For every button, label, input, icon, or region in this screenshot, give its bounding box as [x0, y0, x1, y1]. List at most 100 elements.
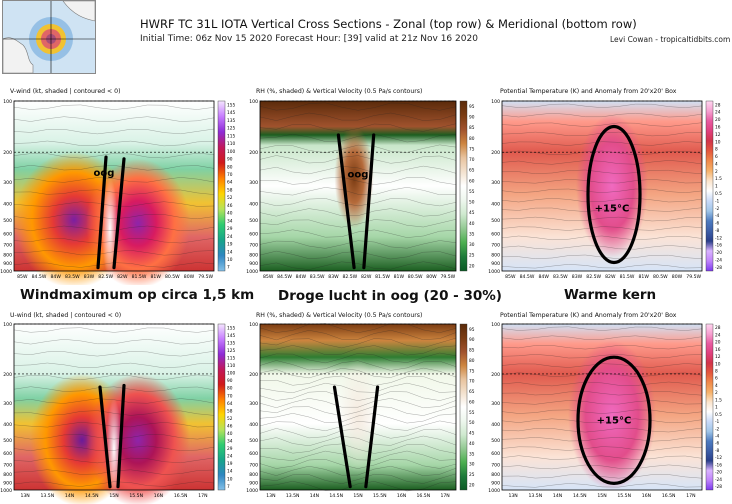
y-tick-label: 600 [491, 231, 500, 237]
contour-line [501, 391, 703, 396]
colorbar-tick-label: -6 [715, 221, 720, 227]
y-tick-label: 300 [249, 180, 258, 186]
colorbar-tick-label: -24 [715, 477, 722, 483]
colorbar-tick-label: 19 [227, 242, 233, 248]
contour-line [501, 400, 703, 405]
colorbar-tick-label: 4 [715, 161, 718, 167]
x-tick-label: 15N [597, 493, 606, 499]
contour-line [13, 469, 215, 475]
y-tick-label: 100 [491, 99, 500, 105]
contour-line [13, 374, 215, 380]
contour-line [501, 455, 703, 460]
y-tick-label: 600 [249, 231, 258, 237]
x-tick-label: 83.5W [65, 274, 80, 280]
colorbar-tick-label: -8 [715, 228, 720, 234]
shaded-region [568, 340, 656, 490]
colorbar-tick-label: 55 [469, 189, 475, 195]
colorbar-tick-label: 7 [227, 265, 230, 271]
y-tick-label: 600 [249, 451, 258, 457]
x-tick-label: 14.5N [329, 493, 343, 499]
colorbar-tick-label: 90 [469, 115, 475, 121]
y-tick-label: 500 [249, 438, 258, 444]
shaded-region [338, 357, 378, 474]
contour-line [259, 176, 457, 185]
y-tick-label: 500 [3, 218, 12, 224]
x-tick-label: 15.5N [373, 493, 387, 499]
colorbar-tick-label: 70 [227, 172, 233, 178]
contour-line [259, 187, 457, 196]
x-tick-label: 79.5W [198, 274, 213, 280]
contour-line [259, 165, 457, 175]
colorbar-tick-label: 6 [715, 376, 718, 382]
contour-line [259, 391, 457, 401]
contour-line [259, 134, 457, 143]
y-tick-label: 700 [491, 462, 500, 468]
contour-line [501, 160, 703, 165]
x-tick-label: 79.5W [686, 274, 701, 280]
x-tick-label: 15N [353, 493, 362, 499]
y-tick-label: 800 [3, 472, 12, 478]
x-tick-label: 83.5W [310, 274, 325, 280]
y-tick-label: 200 [3, 150, 12, 156]
contour-line [13, 116, 215, 122]
annotation-label: oog [94, 168, 115, 179]
contour-line [259, 443, 457, 454]
warm-core-outline [576, 355, 652, 485]
contour-line [259, 112, 457, 121]
colorbar-tick-label: 40 [227, 431, 233, 437]
y-tick-label: 200 [3, 372, 12, 378]
colorbar-tick-label: -20 [715, 470, 722, 476]
colorbar [705, 323, 714, 491]
x-tick-label: 14.5N [85, 493, 99, 499]
figure-title: HWRF TC 31L IOTA Vertical Cross Sections… [140, 17, 637, 31]
contour-line [13, 201, 215, 207]
x-tick-label: 81.5W [375, 274, 390, 280]
x-tick-label: 84W [296, 274, 307, 280]
x-tick-label: 81W [150, 274, 161, 280]
colorbar-tick-label: 70 [469, 379, 475, 385]
contour-line [501, 188, 703, 193]
colorbar-tick-label: 34 [227, 218, 233, 224]
eyewall-marker-line [116, 383, 126, 489]
colorbar-tick-label: 19 [227, 461, 233, 467]
contour-line [501, 179, 703, 184]
contour-line [501, 103, 703, 108]
colorbar-tick-label: 40 [227, 211, 233, 217]
x-tick-label: 85W [505, 274, 516, 280]
colorbar-tick-label: 80 [469, 136, 475, 142]
contour-line [501, 113, 703, 118]
contour-line [259, 261, 457, 270]
contour-line [259, 352, 457, 364]
caption-warm-core: Warme kern [564, 287, 657, 303]
y-tick-label: 100 [491, 322, 500, 328]
eyewall-marker-line [96, 155, 108, 270]
y-tick-label: 800 [249, 472, 258, 478]
y-tick-label: 900 [491, 480, 500, 486]
y-tick-label: 900 [3, 261, 12, 267]
contour-lines [13, 327, 215, 487]
contour-line [501, 427, 703, 433]
y-tick-label: 400 [249, 422, 258, 428]
contour-line [13, 189, 215, 195]
colorbar-tick-label: 24 [715, 332, 721, 338]
contour-line [13, 165, 215, 171]
x-tick-label: 82W [117, 274, 128, 280]
contour-line [13, 177, 215, 183]
contour-line [13, 434, 215, 440]
contour-line [259, 367, 457, 379]
y-tick-label: 400 [3, 422, 12, 428]
uwind-meridional-panel: 100 200 300 400 500 600 700 800 900 1000 13N 13.5N 1… [0, 322, 235, 504]
colorbar-tick-label: 35 [469, 231, 475, 237]
y-tick-label: 1000 [488, 488, 500, 494]
x-tick-label: 14.5N [573, 493, 587, 499]
colorbar-tick-label: 10 [715, 361, 721, 367]
colorbar-tick-label: 10 [227, 257, 233, 263]
contour-line [501, 150, 703, 156]
contour-line [501, 354, 703, 359]
colorbar-tick-label: -8 [715, 448, 720, 454]
colorbar-tick-label: 0.5 [715, 191, 722, 197]
colorbar-tick-label: 10 [715, 139, 721, 145]
rh-meridional-panel: 100 200 300 400 500 600 700 800 900 1000 13N 13.5N 1… [246, 322, 475, 499]
y-tick-label: 1000 [0, 488, 12, 494]
contour-line [501, 474, 703, 479]
